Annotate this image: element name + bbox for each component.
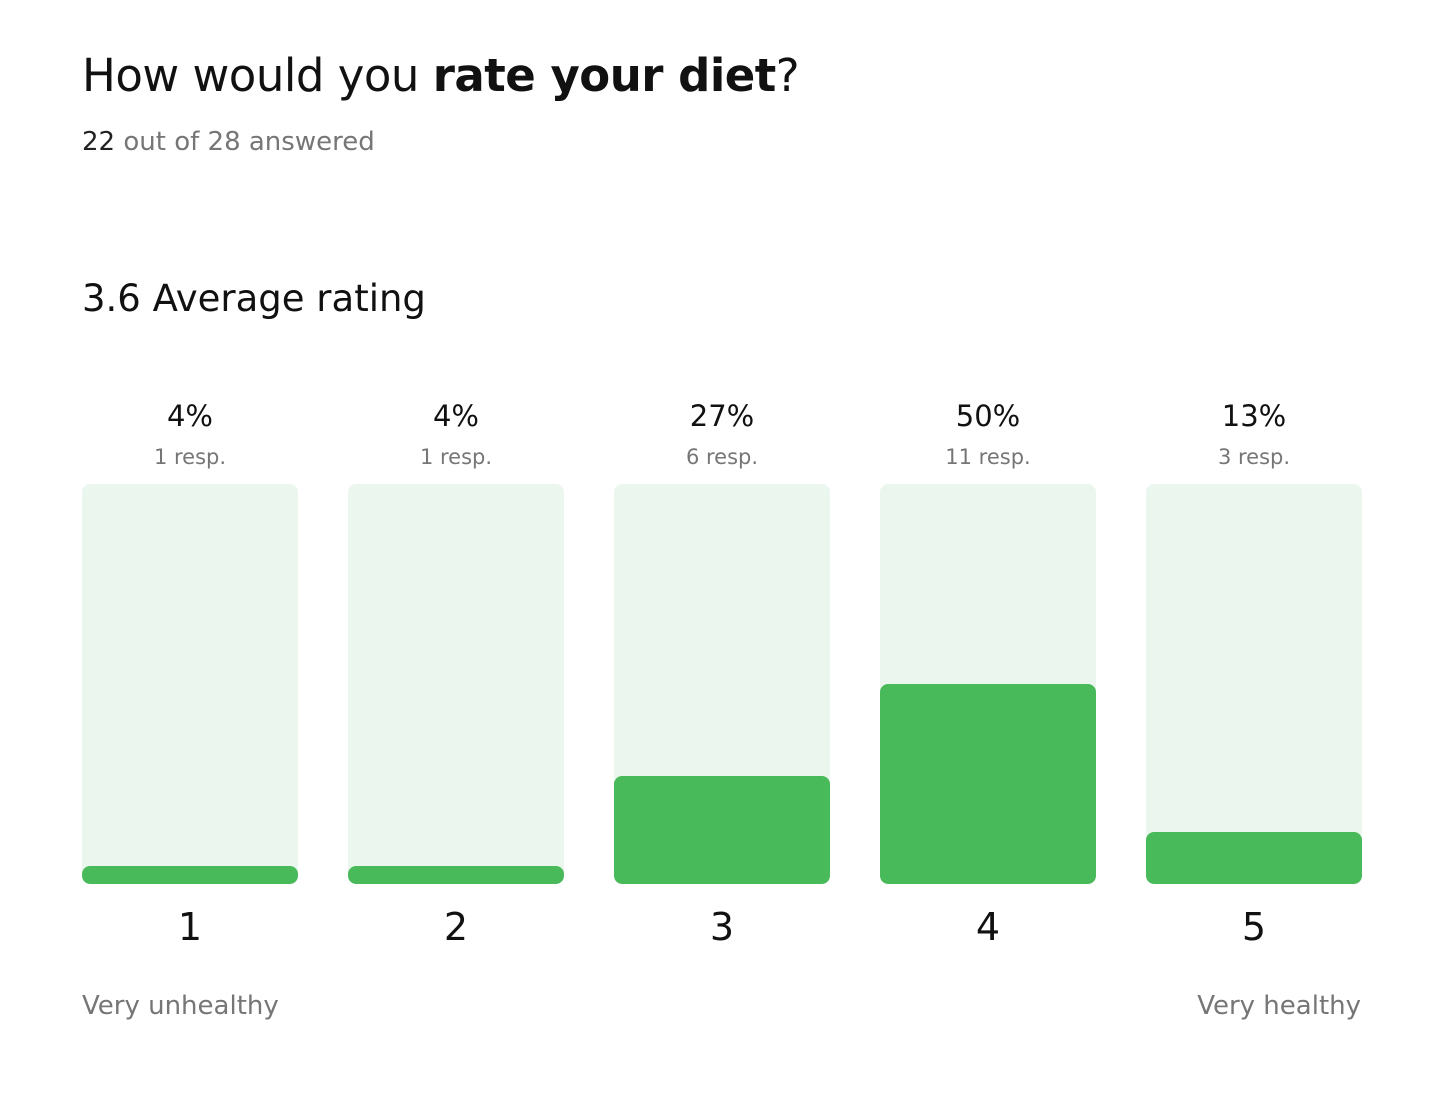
question-suffix: ? bbox=[775, 49, 800, 102]
bar-category-label: 3 bbox=[709, 905, 735, 949]
average-rating: 3.6 Average rating bbox=[82, 277, 426, 320]
bar-track bbox=[348, 484, 564, 884]
answered-text: out of 28 answered bbox=[115, 127, 375, 157]
bar-percent-label: 4% bbox=[166, 399, 213, 433]
bar-category-label: 2 bbox=[443, 905, 469, 949]
bar-fill bbox=[880, 684, 1096, 884]
bar-column-3: 27% 6 resp. 3 bbox=[614, 390, 830, 960]
answered-number: 22 bbox=[82, 127, 116, 157]
answered-count: 22 out of 28 answered bbox=[82, 124, 375, 160]
bar-column-2: 4% 1 resp. 2 bbox=[348, 390, 564, 960]
bar-fill bbox=[1146, 832, 1362, 884]
bar-column-5: 13% 3 resp. 5 bbox=[1146, 390, 1362, 960]
bar-response-count: 3 resp. bbox=[1217, 445, 1291, 469]
bar-fill bbox=[348, 866, 564, 884]
bar-response-count: 1 resp. bbox=[153, 445, 227, 469]
bar-percent-label: 13% bbox=[1221, 399, 1287, 433]
bar-response-count: 6 resp. bbox=[685, 445, 759, 469]
bar-category-label: 1 bbox=[177, 905, 203, 949]
bar-track bbox=[614, 484, 830, 884]
bar-category-label: 5 bbox=[1241, 905, 1267, 949]
bar-track bbox=[82, 484, 298, 884]
bar-column-4: 50% 11 resp. 4 bbox=[880, 390, 1096, 960]
bar-category-label: 4 bbox=[975, 905, 1001, 949]
bar-column-1: 4% 1 resp. 1 bbox=[82, 390, 298, 960]
question-prefix: How would you bbox=[82, 49, 433, 102]
bar-fill bbox=[614, 776, 830, 884]
bar-response-count: 1 resp. bbox=[419, 445, 493, 469]
bar-track bbox=[1146, 484, 1362, 884]
question-title: How would you rate your diet? bbox=[82, 44, 800, 108]
scale-high-label: Very healthy bbox=[1197, 991, 1361, 1021]
scale-low-label: Very unhealthy bbox=[82, 991, 279, 1021]
question-emphasis: rate your diet bbox=[432, 49, 777, 102]
bar-track bbox=[880, 484, 1096, 884]
bar-percent-label: 27% bbox=[689, 399, 755, 433]
bar-response-count: 11 resp. bbox=[945, 445, 1031, 469]
bar-percent-label: 50% bbox=[955, 399, 1021, 433]
bar-fill bbox=[82, 866, 298, 884]
bar-percent-label: 4% bbox=[432, 399, 479, 433]
